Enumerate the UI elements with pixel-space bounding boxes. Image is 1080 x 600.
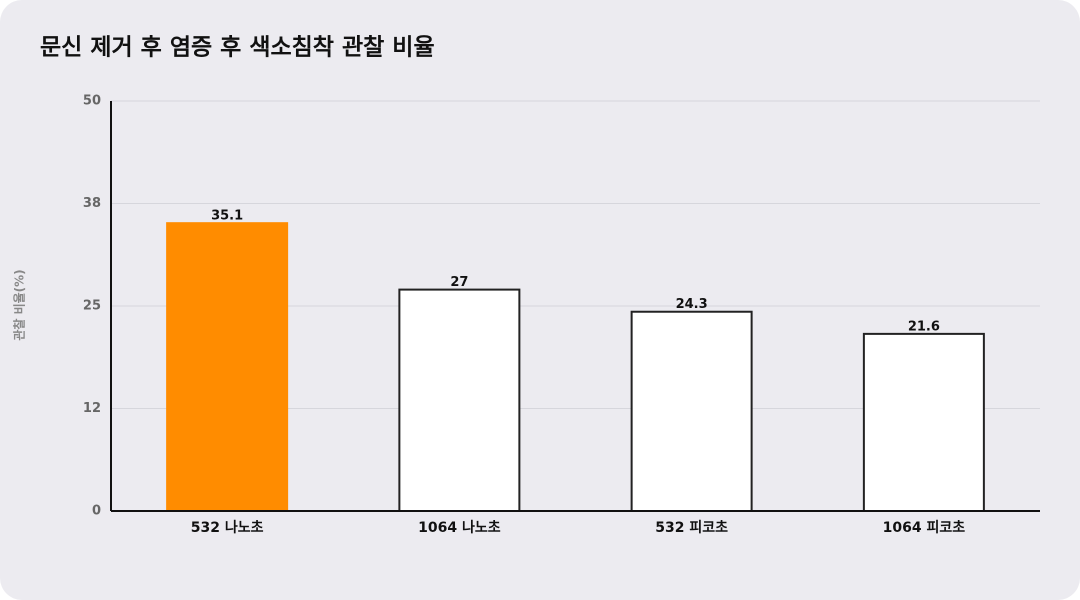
y-tick-label: 50 bbox=[83, 94, 101, 109]
value-label: 35.1 bbox=[211, 209, 243, 224]
x-tick-label: 1064 나노초 bbox=[418, 520, 501, 536]
y-tick-label: 12 bbox=[83, 401, 101, 416]
x-tick-label: 532 피코초 bbox=[655, 520, 728, 536]
value-label: 21.6 bbox=[908, 319, 940, 334]
y-tick-label: 25 bbox=[83, 299, 101, 314]
bar bbox=[862, 332, 985, 512]
y-axis-label: 관찰 비율(%) bbox=[12, 269, 27, 340]
bar bbox=[166, 222, 289, 512]
bar bbox=[630, 310, 753, 512]
y-tick-label: 0 bbox=[92, 504, 101, 519]
bar bbox=[398, 288, 521, 512]
x-tick-label: 532 나노초 bbox=[191, 520, 264, 536]
value-label: 24.3 bbox=[676, 297, 708, 312]
x-tick-label: 1064 피코초 bbox=[883, 520, 966, 536]
chart-title: 문신 제거 후 염증 후 색소침착 관찰 비율 bbox=[40, 35, 435, 61]
value-label: 27 bbox=[450, 275, 468, 290]
y-tick-label: 38 bbox=[83, 196, 101, 211]
